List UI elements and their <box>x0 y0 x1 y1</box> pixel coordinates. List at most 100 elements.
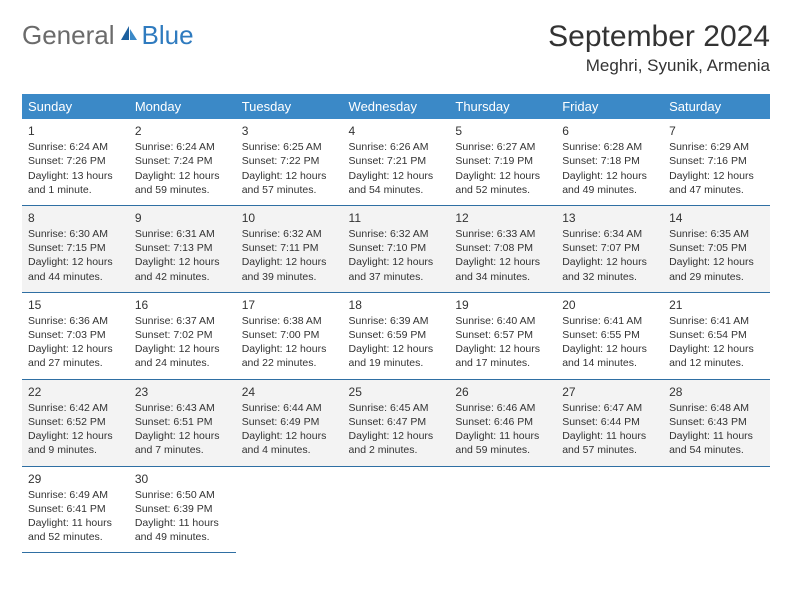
sunrise-text: Sunrise: 6:36 AM <box>28 314 123 328</box>
calendar-day-cell: 25Sunrise: 6:45 AMSunset: 6:47 PMDayligh… <box>343 379 450 466</box>
sunrise-text: Sunrise: 6:30 AM <box>28 227 123 241</box>
sunrise-text: Sunrise: 6:49 AM <box>28 488 123 502</box>
calendar-day-cell: 4Sunrise: 6:26 AMSunset: 7:21 PMDaylight… <box>343 119 450 205</box>
calendar-day-cell: 5Sunrise: 6:27 AMSunset: 7:19 PMDaylight… <box>449 119 556 205</box>
sunrise-text: Sunrise: 6:27 AM <box>455 140 550 154</box>
day-number: 17 <box>242 297 337 313</box>
sunset-text: Sunset: 7:19 PM <box>455 154 550 168</box>
calendar-day-cell: 29Sunrise: 6:49 AMSunset: 6:41 PMDayligh… <box>22 466 129 553</box>
sunrise-text: Sunrise: 6:24 AM <box>135 140 230 154</box>
daylight-text: Daylight: 12 hours and 37 minutes. <box>349 255 444 283</box>
day-number: 30 <box>135 471 230 487</box>
daylight-text: Daylight: 11 hours and 59 minutes. <box>455 429 550 457</box>
calendar-day-cell: 21Sunrise: 6:41 AMSunset: 6:54 PMDayligh… <box>663 292 770 379</box>
day-number: 27 <box>562 384 657 400</box>
calendar-day-cell: 19Sunrise: 6:40 AMSunset: 6:57 PMDayligh… <box>449 292 556 379</box>
day-number: 18 <box>349 297 444 313</box>
daylight-text: Daylight: 12 hours and 27 minutes. <box>28 342 123 370</box>
calendar-day-cell: 18Sunrise: 6:39 AMSunset: 6:59 PMDayligh… <box>343 292 450 379</box>
sunset-text: Sunset: 6:44 PM <box>562 415 657 429</box>
calendar-day-cell: 3Sunrise: 6:25 AMSunset: 7:22 PMDaylight… <box>236 119 343 205</box>
sunrise-text: Sunrise: 6:29 AM <box>669 140 764 154</box>
calendar-day-cell: 26Sunrise: 6:46 AMSunset: 6:46 PMDayligh… <box>449 379 556 466</box>
sunrise-text: Sunrise: 6:38 AM <box>242 314 337 328</box>
sunset-text: Sunset: 6:57 PM <box>455 328 550 342</box>
weekday-header: Monday <box>129 94 236 119</box>
day-number: 25 <box>349 384 444 400</box>
daylight-text: Daylight: 12 hours and 47 minutes. <box>669 169 764 197</box>
day-number: 24 <box>242 384 337 400</box>
daylight-text: Daylight: 12 hours and 59 minutes. <box>135 169 230 197</box>
daylight-text: Daylight: 12 hours and 32 minutes. <box>562 255 657 283</box>
sunset-text: Sunset: 6:47 PM <box>349 415 444 429</box>
daylight-text: Daylight: 11 hours and 54 minutes. <box>669 429 764 457</box>
daylight-text: Daylight: 12 hours and 54 minutes. <box>349 169 444 197</box>
sunset-text: Sunset: 7:21 PM <box>349 154 444 168</box>
daylight-text: Daylight: 12 hours and 7 minutes. <box>135 429 230 457</box>
daylight-text: Daylight: 12 hours and 39 minutes. <box>242 255 337 283</box>
sunrise-text: Sunrise: 6:48 AM <box>669 401 764 415</box>
calendar-empty-cell <box>556 466 663 553</box>
daylight-text: Daylight: 12 hours and 24 minutes. <box>135 342 230 370</box>
daylight-text: Daylight: 11 hours and 49 minutes. <box>135 516 230 544</box>
sunset-text: Sunset: 7:26 PM <box>28 154 123 168</box>
sunset-text: Sunset: 6:55 PM <box>562 328 657 342</box>
sunrise-text: Sunrise: 6:35 AM <box>669 227 764 241</box>
calendar-table: SundayMondayTuesdayWednesdayThursdayFrid… <box>22 94 770 553</box>
day-number: 13 <box>562 210 657 226</box>
day-number: 12 <box>455 210 550 226</box>
daylight-text: Daylight: 12 hours and 14 minutes. <box>562 342 657 370</box>
sunrise-text: Sunrise: 6:24 AM <box>28 140 123 154</box>
sunset-text: Sunset: 6:43 PM <box>669 415 764 429</box>
weekday-header: Wednesday <box>343 94 450 119</box>
day-number: 26 <box>455 384 550 400</box>
calendar-day-cell: 2Sunrise: 6:24 AMSunset: 7:24 PMDaylight… <box>129 119 236 205</box>
calendar-empty-cell <box>663 466 770 553</box>
calendar-week-row: 1Sunrise: 6:24 AMSunset: 7:26 PMDaylight… <box>22 119 770 205</box>
calendar-empty-cell <box>343 466 450 553</box>
sunrise-text: Sunrise: 6:25 AM <box>242 140 337 154</box>
day-number: 23 <box>135 384 230 400</box>
sunset-text: Sunset: 6:54 PM <box>669 328 764 342</box>
sunset-text: Sunset: 7:11 PM <box>242 241 337 255</box>
day-number: 28 <box>669 384 764 400</box>
daylight-text: Daylight: 12 hours and 52 minutes. <box>455 169 550 197</box>
day-number: 22 <box>28 384 123 400</box>
weekday-header-row: SundayMondayTuesdayWednesdayThursdayFrid… <box>22 94 770 119</box>
daylight-text: Daylight: 11 hours and 52 minutes. <box>28 516 123 544</box>
day-number: 4 <box>349 123 444 139</box>
daylight-text: Daylight: 12 hours and 34 minutes. <box>455 255 550 283</box>
day-number: 9 <box>135 210 230 226</box>
sunrise-text: Sunrise: 6:42 AM <box>28 401 123 415</box>
sunset-text: Sunset: 6:49 PM <box>242 415 337 429</box>
day-number: 10 <box>242 210 337 226</box>
sunset-text: Sunset: 7:22 PM <box>242 154 337 168</box>
day-number: 11 <box>349 210 444 226</box>
daylight-text: Daylight: 12 hours and 2 minutes. <box>349 429 444 457</box>
sunrise-text: Sunrise: 6:39 AM <box>349 314 444 328</box>
sunrise-text: Sunrise: 6:31 AM <box>135 227 230 241</box>
sunset-text: Sunset: 6:46 PM <box>455 415 550 429</box>
calendar-day-cell: 27Sunrise: 6:47 AMSunset: 6:44 PMDayligh… <box>556 379 663 466</box>
page-header: General Blue September 2024 Meghri, Syun… <box>22 20 770 76</box>
sunset-text: Sunset: 6:41 PM <box>28 502 123 516</box>
sunset-text: Sunset: 6:59 PM <box>349 328 444 342</box>
calendar-week-row: 22Sunrise: 6:42 AMSunset: 6:52 PMDayligh… <box>22 379 770 466</box>
sunrise-text: Sunrise: 6:44 AM <box>242 401 337 415</box>
month-title: September 2024 <box>548 20 770 54</box>
calendar-day-cell: 9Sunrise: 6:31 AMSunset: 7:13 PMDaylight… <box>129 205 236 292</box>
day-number: 20 <box>562 297 657 313</box>
sunrise-text: Sunrise: 6:28 AM <box>562 140 657 154</box>
calendar-day-cell: 12Sunrise: 6:33 AMSunset: 7:08 PMDayligh… <box>449 205 556 292</box>
calendar-week-row: 8Sunrise: 6:30 AMSunset: 7:15 PMDaylight… <box>22 205 770 292</box>
sunset-text: Sunset: 6:51 PM <box>135 415 230 429</box>
title-block: September 2024 Meghri, Syunik, Armenia <box>548 20 770 76</box>
calendar-day-cell: 11Sunrise: 6:32 AMSunset: 7:10 PMDayligh… <box>343 205 450 292</box>
sunset-text: Sunset: 7:24 PM <box>135 154 230 168</box>
sunset-text: Sunset: 7:10 PM <box>349 241 444 255</box>
sunset-text: Sunset: 7:02 PM <box>135 328 230 342</box>
day-number: 7 <box>669 123 764 139</box>
daylight-text: Daylight: 12 hours and 49 minutes. <box>562 169 657 197</box>
sunrise-text: Sunrise: 6:32 AM <box>242 227 337 241</box>
daylight-text: Daylight: 12 hours and 17 minutes. <box>455 342 550 370</box>
